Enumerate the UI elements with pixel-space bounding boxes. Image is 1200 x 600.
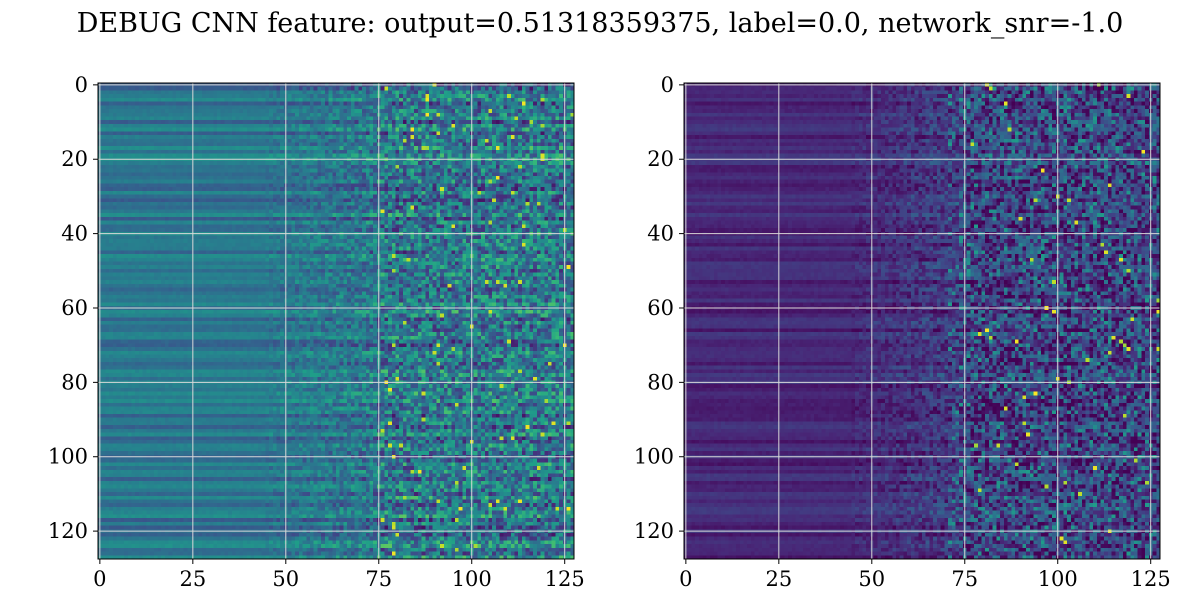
heatmap-panel-2: 0 25 50 75 100 125 0 20 40 60 80 100 120: [634, 73, 1171, 591]
x-tick-label: 75: [365, 567, 392, 591]
x-tick-label: 100: [1038, 567, 1078, 591]
x-tick-label: 0: [679, 567, 692, 591]
y-tick-label: 0: [75, 73, 88, 97]
figure-title: DEBUG CNN feature: output=0.51318359375,…: [76, 8, 1124, 39]
axes-frame: [683, 82, 1161, 560]
y-tick-label: 20: [61, 147, 88, 171]
y-tick-label: 80: [647, 370, 674, 394]
x-tick-label: 50: [858, 567, 885, 591]
y-tick-label: 100: [48, 445, 88, 469]
x-tick-label: 125: [1131, 567, 1171, 591]
y-tick-label: 100: [634, 445, 674, 469]
y-tick-label: 0: [661, 73, 674, 97]
heatmap-panel-1: 0 25 50 75 100 125 0 20 40 60 80 100 120: [48, 73, 585, 591]
heatmap-cells-1: [98, 83, 574, 559]
y-tick-label: 40: [61, 222, 88, 246]
x-tick-label: 50: [272, 567, 299, 591]
x-tick-label: 100: [452, 567, 492, 591]
x-tick-label: 75: [951, 567, 978, 591]
x-tick-label: 25: [179, 567, 206, 591]
y-tick-label: 20: [647, 147, 674, 171]
axes-frame: [97, 82, 575, 560]
y-tick-label: 80: [61, 370, 88, 394]
y-tick-label: 120: [48, 519, 88, 543]
y-tick-label: 60: [647, 296, 674, 320]
x-tick-label: 25: [765, 567, 792, 591]
y-tick-label: 60: [61, 296, 88, 320]
heatmap-cells-2: [684, 83, 1160, 559]
y-tick-label: 120: [634, 519, 674, 543]
y-tick-label: 40: [647, 222, 674, 246]
x-tick-label: 125: [545, 567, 585, 591]
x-tick-label: 0: [93, 567, 106, 591]
